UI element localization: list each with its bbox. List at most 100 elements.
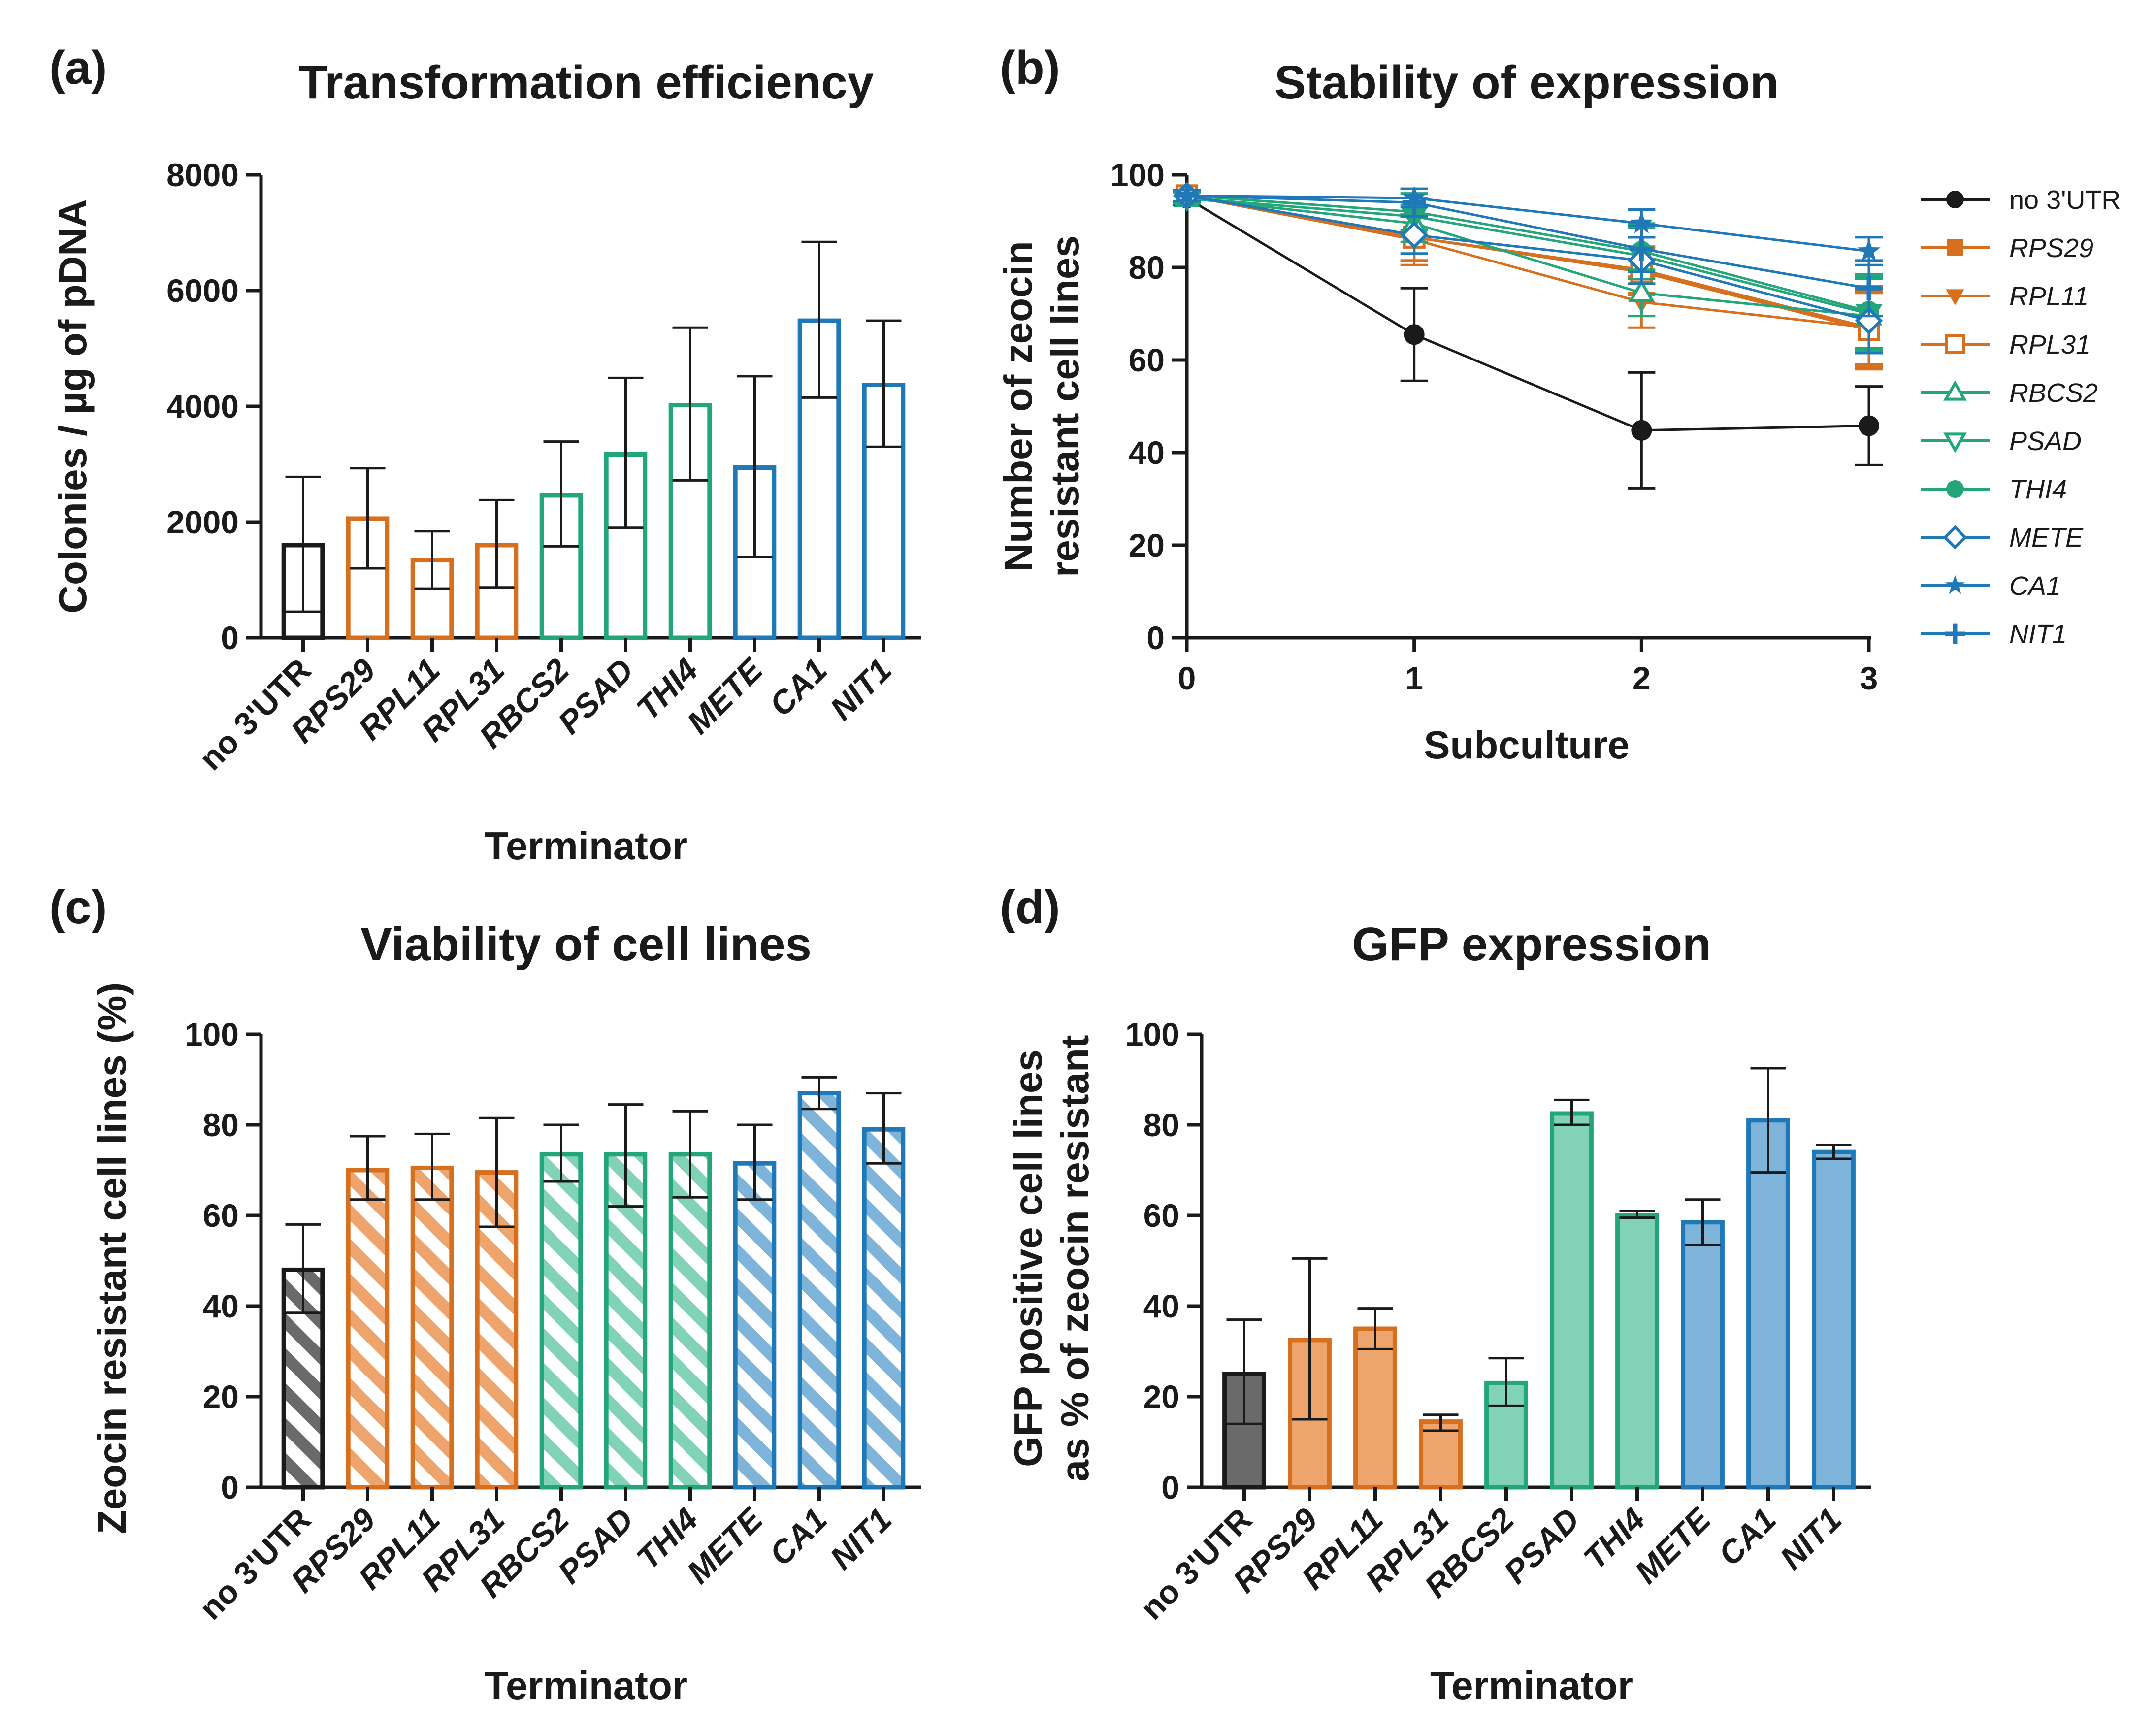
chart-title-c: Viability of cell lines <box>360 918 812 971</box>
series-no3utr <box>1173 188 1883 490</box>
bar <box>1746 1118 1790 1490</box>
bar <box>346 1168 390 1490</box>
y-tick-label: 80 <box>1143 1107 1179 1143</box>
marker-triangle-open <box>1628 279 1655 302</box>
legend-item: PSAD <box>1921 426 2082 456</box>
y-tick-label: 80 <box>1129 249 1165 286</box>
series-rpl31 <box>1173 184 1883 368</box>
legend-item: THI4 <box>1921 475 2067 504</box>
series-line <box>1186 194 1869 253</box>
category-label: NIT1 <box>823 652 898 727</box>
x-tick-label: 3 <box>1860 660 1878 696</box>
legend-label: METE <box>2009 523 2084 553</box>
x-tick-label: 2 <box>1633 660 1651 696</box>
legend-item: RPL11 <box>1921 282 2089 311</box>
y-tick-label: 0 <box>221 1469 239 1506</box>
marker-circle <box>1859 415 1879 436</box>
category-label: NIT1 <box>1773 1501 1848 1576</box>
marker-square <box>1947 239 1963 256</box>
series-line <box>1186 194 1869 290</box>
marker-triangle-open <box>1943 380 1967 401</box>
series-nit1 <box>1173 184 1883 318</box>
category-label: CA1 <box>762 1501 834 1573</box>
y-tick-label: 60 <box>203 1197 239 1234</box>
marker-star <box>1630 211 1654 233</box>
panel-a: (a) Transformation efficiency 0 2000 4000 6… <box>49 41 921 868</box>
y-axis-title-d: GFP positive cell lines as % of zeocin re… <box>1006 1035 1097 1482</box>
y-axis-title-c: Zeocin resistant cell lines (%) <box>90 983 134 1534</box>
category-label: PSAD <box>551 1501 640 1591</box>
chart-title-d: GFP expression <box>1352 918 1711 971</box>
y-tick-label: 100 <box>1111 157 1165 193</box>
bar <box>1615 1213 1659 1490</box>
x-axis-title-c: Terminator <box>485 1664 687 1707</box>
bar <box>862 1127 906 1490</box>
marker-diamond-open <box>1400 221 1428 249</box>
panel-b: (b) Stability of expression 020406080100… <box>996 41 2121 767</box>
category-label: METE <box>680 1500 770 1590</box>
bar <box>539 1152 583 1490</box>
panel-c: (c) Viability of cell lines 0 20 40 60 80 100… <box>49 881 921 1707</box>
legend-label: THI4 <box>2009 475 2067 504</box>
legend-item: RBCS2 <box>1921 378 2098 408</box>
y-tick-label: 8000 <box>166 157 239 193</box>
y-tick-label: 20 <box>203 1378 239 1415</box>
marker-circle <box>1404 324 1425 345</box>
marker-star <box>1857 239 1881 262</box>
legend-label: RPL31 <box>2009 330 2091 360</box>
series-line <box>1186 197 1869 432</box>
series-line <box>1186 197 1869 318</box>
y-axis-title-line: Number of zeocin <box>996 241 1040 571</box>
legend-label: RBCS2 <box>2009 378 2098 408</box>
panel-label-d: (d) <box>1000 881 1060 934</box>
marker-square-open <box>1945 334 1965 354</box>
category-label: METE <box>680 651 770 741</box>
legend-label: RPL11 <box>2009 282 2089 311</box>
series-line <box>1186 194 1869 322</box>
category-label: METE <box>1628 1500 1718 1590</box>
bar <box>1550 1111 1594 1490</box>
y-axis-title-line: as % of zeocin resistant <box>1053 1035 1097 1482</box>
legend-label: no 3'UTR <box>2009 185 2121 215</box>
legend-item: RPL31 <box>1921 330 2091 360</box>
series-rpl11 <box>1173 188 1883 371</box>
y-tick-label: 0 <box>1146 620 1165 656</box>
legend-item: METE <box>1921 523 2084 553</box>
category-label: PSAD <box>551 652 640 741</box>
marker-circle <box>1946 480 1964 498</box>
panel-label-a: (a) <box>49 41 107 94</box>
x-tick-label: 1 <box>1405 660 1423 696</box>
series-line <box>1186 197 1869 315</box>
series-line <box>1186 194 1869 313</box>
bar <box>1353 1326 1397 1490</box>
chart-title-a: Transformation efficiency <box>298 56 874 109</box>
y-tick-label: 100 <box>1125 1016 1179 1052</box>
y-tick-label: 0 <box>1161 1469 1179 1506</box>
y-tick-label: 4000 <box>166 388 239 425</box>
y-tick-label: 20 <box>1129 527 1165 563</box>
legend-label: RPS29 <box>2009 233 2093 263</box>
bar <box>410 1165 454 1490</box>
marker-triangle-down-open <box>1943 432 1967 453</box>
x-axis-title-a: Terminator <box>485 824 687 868</box>
marker-circle <box>1946 191 1964 208</box>
panel-label-b: (b) <box>1000 41 1060 94</box>
y-tick-label: 2000 <box>166 504 239 540</box>
marker-star <box>1945 575 1965 594</box>
y-axis-title-line: GFP positive cell lines <box>1006 1049 1050 1467</box>
bar <box>797 1091 841 1490</box>
bar <box>668 1152 712 1490</box>
y-tick-label: 40 <box>203 1288 239 1324</box>
legend-item: NIT1 <box>1921 620 2067 649</box>
y-tick-label: 40 <box>1129 434 1165 471</box>
marker-circle <box>1631 420 1652 441</box>
y-axis-title-line: resistant cell lines <box>1043 235 1087 577</box>
category-label: CA1 <box>762 652 834 723</box>
y-tick-label: 60 <box>1143 1197 1179 1234</box>
bar <box>733 1161 777 1490</box>
